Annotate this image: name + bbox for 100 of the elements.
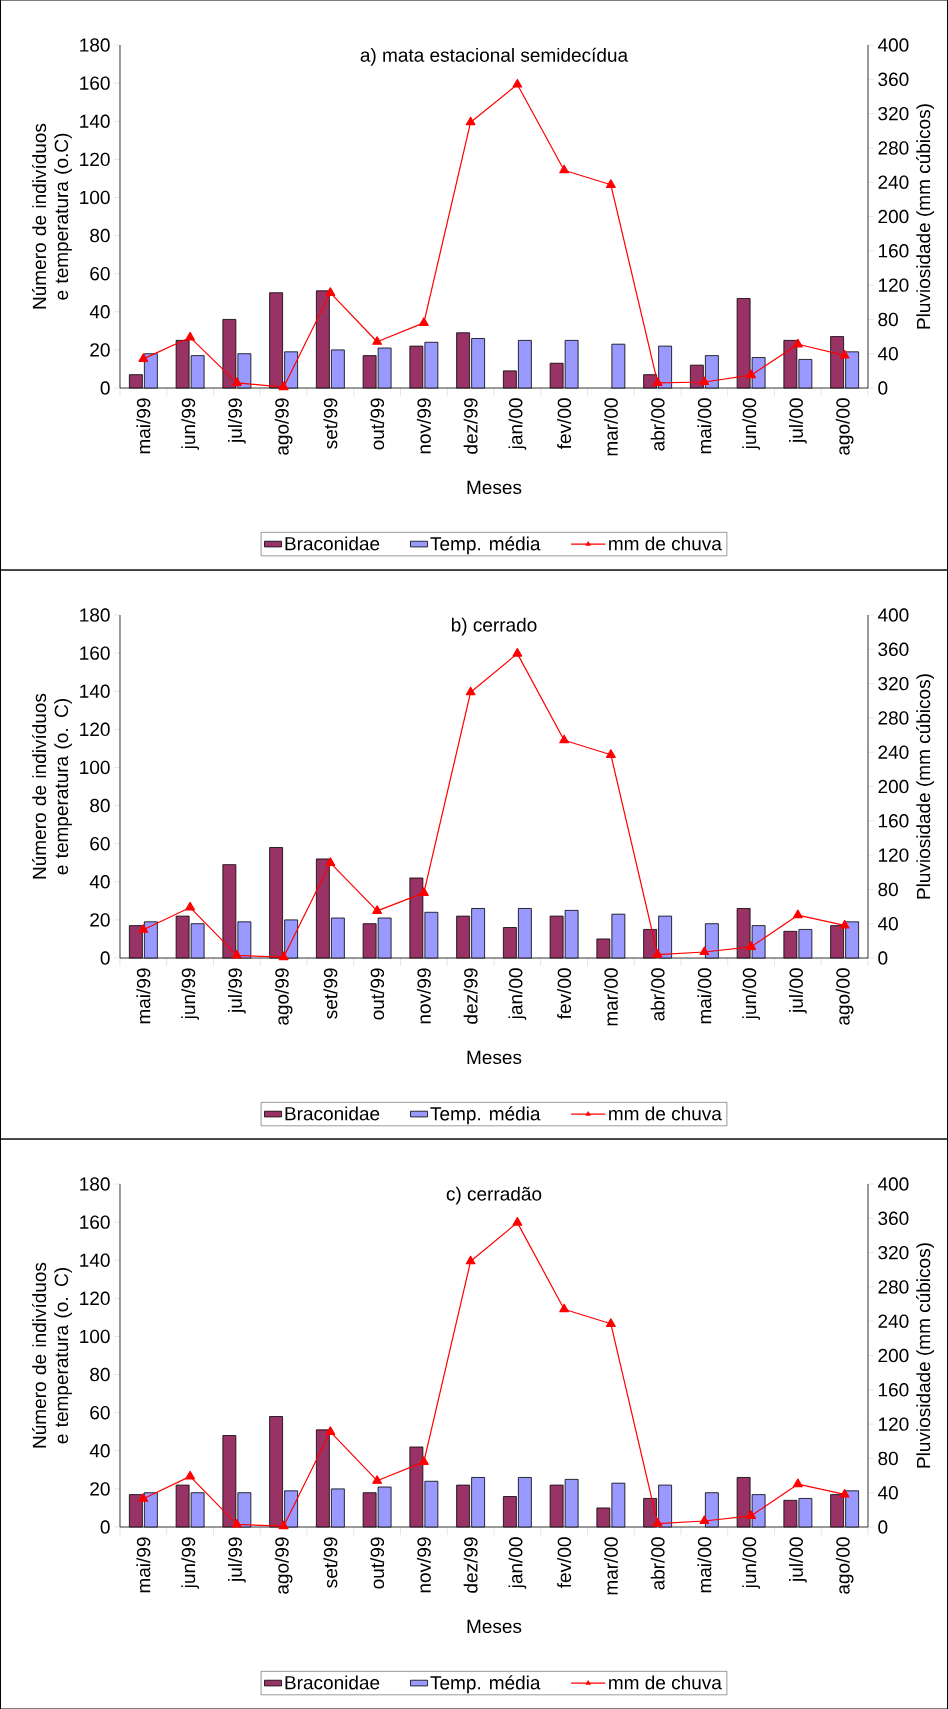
point (839, 919, 850, 929)
y-tick-label: 100 (80, 190, 110, 205)
x-axis-title: Meses (467, 1619, 522, 1634)
point (231, 377, 242, 386)
x-tick-label: jul/99 (228, 398, 246, 444)
y-tick-label: 80 (90, 228, 110, 243)
y2-tick-label: 360 (878, 642, 909, 657)
y-axis-title: Número de indivíduos e temperatura (o. C) (31, 693, 72, 879)
x-tick-label: jun/99 (181, 1537, 199, 1589)
point (418, 887, 429, 896)
point (746, 941, 757, 950)
y2-tick-label: 40 (877, 1485, 898, 1500)
legend-label: Temp. média (430, 1675, 541, 1694)
x-tick-label: ago/00 (835, 398, 854, 455)
point (372, 336, 383, 345)
y2-tick-label: 400 (877, 38, 909, 52)
x-tick-label: jul/99 (228, 1537, 246, 1583)
y-tick-label: 140 (80, 1253, 110, 1267)
x-tick-label: mar/00 (603, 968, 618, 1026)
y2-tick-label: 240 (878, 175, 909, 189)
point (792, 1478, 803, 1488)
y-tick-label: 20 (90, 913, 110, 927)
y-tick-label: 160 (80, 646, 110, 660)
y2-tick-label: 120 (878, 1417, 909, 1431)
x-tick-label: mai/00 (697, 398, 712, 454)
x-tick-label: mar/00 (603, 1537, 618, 1595)
x-tick-label: jun/00 (742, 398, 760, 450)
x-tick-label: nov/99 (416, 968, 431, 1024)
y-tick-label: 140 (80, 114, 110, 128)
y2-tick-label: 0 (878, 1520, 888, 1534)
y-tick-label: 100 (80, 1329, 110, 1344)
y2-tick-label: 120 (878, 848, 909, 862)
y2-tick-label: 240 (878, 745, 909, 759)
point (185, 901, 196, 911)
y-tick-label: 80 (90, 1367, 110, 1382)
y-tick-label: 120 (80, 152, 110, 167)
y-tick-label: 0 (100, 381, 110, 395)
legend-label: mm de chuva (609, 1106, 722, 1121)
y-tick-label: 20 (90, 343, 110, 357)
y2-tick-label: 40 (877, 346, 898, 361)
point (792, 338, 803, 348)
y-tick-label: 60 (90, 1405, 110, 1420)
point (418, 317, 429, 326)
x-tick-label: ago/99 (274, 968, 293, 1025)
y2-tick-label: 80 (878, 312, 898, 327)
y-tick-label: 40 (89, 1444, 110, 1458)
point (699, 376, 710, 386)
point (605, 1318, 616, 1327)
x-tick-label: set/99 (323, 398, 338, 449)
x-tick-label: abr/00 (650, 968, 665, 1021)
point (559, 164, 570, 174)
point (652, 377, 663, 386)
y-tick-label: 180 (80, 1177, 110, 1191)
y-tick-label: 180 (80, 608, 110, 622)
point (839, 349, 850, 359)
y2-tick-label: 120 (878, 278, 909, 292)
y2-tick-label: 40 (877, 916, 898, 931)
y-tick-label: 160 (80, 1215, 110, 1229)
x-tick-label: set/99 (323, 968, 338, 1019)
x-tick-label: fev/00 (557, 398, 572, 450)
legend-label: mm de chuva (609, 1675, 722, 1690)
point (372, 905, 383, 914)
point (746, 1510, 757, 1519)
y-tick-label: 20 (90, 1482, 110, 1496)
y-tick-label: 80 (90, 798, 110, 813)
x-tick-label: jan/00 (508, 398, 527, 450)
point (839, 1488, 850, 1498)
point (138, 1493, 149, 1502)
point (278, 381, 289, 391)
x-tick-label: ago/99 (274, 1537, 293, 1594)
x-tick-label: nov/99 (416, 1537, 431, 1593)
y-tick-label: 40 (89, 875, 110, 889)
y2-tick-label: 200 (878, 1348, 909, 1363)
chart-title: b) cerrado (451, 617, 537, 636)
y-axis-title: Número de indivíduos e temperatura (o.C) (31, 123, 72, 309)
y2-tick-label: 240 (878, 1314, 909, 1328)
y-tick-label: 40 (89, 305, 110, 319)
point (605, 179, 616, 188)
x-tick-label: nov/99 (416, 398, 431, 454)
x-tick-label: dez/99 (463, 968, 478, 1024)
y2-tick-label: 400 (877, 608, 909, 622)
y2-tick-label: 160 (878, 244, 909, 258)
chart-title: a) mata estacional semidecídua (360, 47, 629, 66)
y-tick-label: 60 (90, 266, 110, 281)
x-tick-label: jan/00 (508, 1537, 527, 1589)
x-tick-label: jun/00 (742, 1537, 760, 1589)
y-tick-label: 160 (80, 76, 110, 90)
y2-axis-title: Pluviosidade (mm cúbicos) (916, 674, 935, 899)
legend-label: Braconidae (285, 1675, 380, 1690)
y2-tick-label: 0 (878, 951, 888, 965)
point (699, 1515, 710, 1525)
x-tick-label: out/99 (370, 1537, 385, 1589)
x-tick-label: ago/00 (835, 1537, 854, 1594)
y-tick-label: 100 (80, 760, 110, 775)
point (418, 1456, 429, 1465)
point (746, 369, 757, 379)
y2-tick-label: 200 (878, 779, 909, 794)
y-tick-label: 60 (90, 836, 110, 851)
y2-tick-label: 280 (878, 711, 909, 725)
y2-tick-label: 80 (878, 1451, 898, 1466)
